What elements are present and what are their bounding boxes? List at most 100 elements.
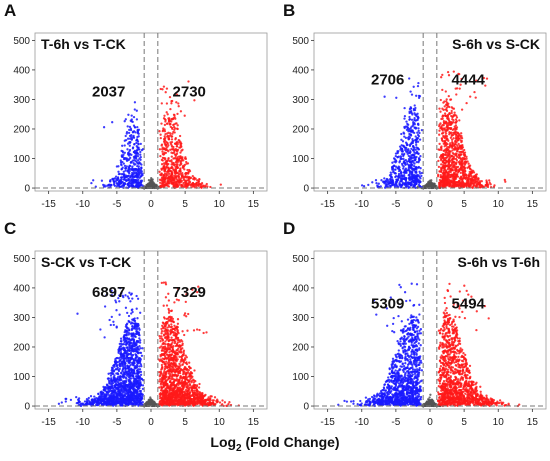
down-regulated-point <box>136 348 139 351</box>
down-regulated-point <box>141 347 144 350</box>
up-regulated-point <box>457 156 461 160</box>
down-regulated-point <box>389 171 392 174</box>
up-regulated-point <box>465 157 468 160</box>
down-regulated-point <box>406 185 410 188</box>
down-regulated-point <box>120 173 123 176</box>
up-regulated-point <box>454 170 458 173</box>
down-regulated-point <box>360 184 364 187</box>
up-regulated-point <box>474 96 477 99</box>
down-regulated-point <box>415 140 418 143</box>
down-regulated-point <box>134 155 137 158</box>
up-regulated-point <box>180 177 183 180</box>
down-regulated-point <box>112 394 115 397</box>
down-regulated-point <box>69 398 73 402</box>
ns-point <box>429 184 432 188</box>
up-regulated-point <box>469 95 472 98</box>
up-regulated-point <box>440 126 443 129</box>
up-regulated-point <box>450 131 453 134</box>
up-regulated-point <box>460 144 463 147</box>
y-tick-label: 200 <box>292 124 309 135</box>
down-regulated-point <box>132 161 135 165</box>
x-tick-label: -5 <box>391 199 400 210</box>
x-tick-label: -10 <box>76 199 91 210</box>
up-regulated-point <box>445 100 448 103</box>
down-regulated-point <box>397 172 401 176</box>
up-regulated-point <box>439 174 442 177</box>
down-regulated-point <box>118 385 121 388</box>
down-regulated-point <box>126 169 130 172</box>
up-regulated-point <box>451 157 455 160</box>
down-regulated-point <box>401 181 404 184</box>
up-regulated-point <box>484 84 487 87</box>
down-regulated-point <box>128 342 131 345</box>
up-regulated-point <box>180 162 183 165</box>
down-regulated-point <box>127 356 130 360</box>
down-regulated-point <box>413 104 416 107</box>
up-regulated-point <box>166 132 169 135</box>
down-regulated-point <box>123 371 126 375</box>
down-regulated-point <box>126 125 129 128</box>
down-regulated-point <box>139 358 142 361</box>
down-regulated-point <box>127 338 130 341</box>
down-regulated-point <box>109 397 112 401</box>
up-regulated-point <box>175 93 179 96</box>
up-regulated-point <box>444 173 447 176</box>
down-regulated-point <box>134 163 137 166</box>
down-regulated-point <box>99 394 102 397</box>
up-regulated-point <box>437 159 440 163</box>
down-regulated-point <box>389 175 393 178</box>
up-regulated-point <box>467 175 470 179</box>
down-regulated-point <box>128 128 131 132</box>
down-regulated-point <box>409 182 412 185</box>
down-regulated-point <box>130 348 134 351</box>
up-regulated-point <box>440 147 443 150</box>
up-regulated-point <box>446 70 450 74</box>
up-regulated-point <box>172 123 175 127</box>
down-regulated-point <box>415 166 418 170</box>
down-regulated-point <box>123 362 127 365</box>
down-regulated-point <box>127 352 130 355</box>
down-regulated-point <box>414 148 417 151</box>
down-regulated-point <box>133 143 136 146</box>
down-regulated-point <box>402 153 405 157</box>
down-regulated-point <box>101 399 105 403</box>
up-regulated-point <box>179 172 182 175</box>
up-regulated-point <box>177 159 180 162</box>
down-regulated-point <box>118 294 121 297</box>
up-regulated-point <box>474 173 477 177</box>
down-regulated-point <box>406 152 409 155</box>
down-regulated-point <box>122 170 125 173</box>
up-regulated-point <box>162 117 166 120</box>
down-regulated-point <box>103 305 107 308</box>
up-regulated-point <box>438 129 441 132</box>
down-regulated-point <box>112 323 115 327</box>
down-regulated-point <box>105 387 109 390</box>
up-regulated-point <box>170 145 174 148</box>
down-regulated-point <box>105 294 108 297</box>
down-regulated-point <box>398 161 401 164</box>
down-regulated-point <box>125 373 128 376</box>
down-regulated-point <box>103 401 106 404</box>
down-regulated-point <box>78 400 81 404</box>
down-regulated-point <box>127 181 131 184</box>
up-regulated-point <box>170 163 173 166</box>
panel-title: S-6h vs S-CK <box>452 36 540 52</box>
up-regulated-point <box>166 170 170 173</box>
down-regulated-point <box>118 346 121 349</box>
up-regulated-point <box>450 154 454 157</box>
up-regulated-point <box>437 173 440 176</box>
up-regulated-point <box>455 174 458 177</box>
down-regulated-point <box>122 387 126 390</box>
up-regulated-point <box>445 109 449 113</box>
up-regulated-point <box>171 99 174 103</box>
up-regulated-point <box>446 180 449 183</box>
down-regulated-point <box>136 126 139 129</box>
down-regulated-point <box>124 366 127 369</box>
down-regulated-point <box>400 162 404 166</box>
up-regulated-point <box>173 180 176 184</box>
up-regulated-point <box>163 130 167 133</box>
down-regulated-point <box>123 151 126 154</box>
down-regulated-point <box>411 113 414 116</box>
up-regulated-point <box>172 117 175 120</box>
up-regulated-point <box>164 157 167 160</box>
